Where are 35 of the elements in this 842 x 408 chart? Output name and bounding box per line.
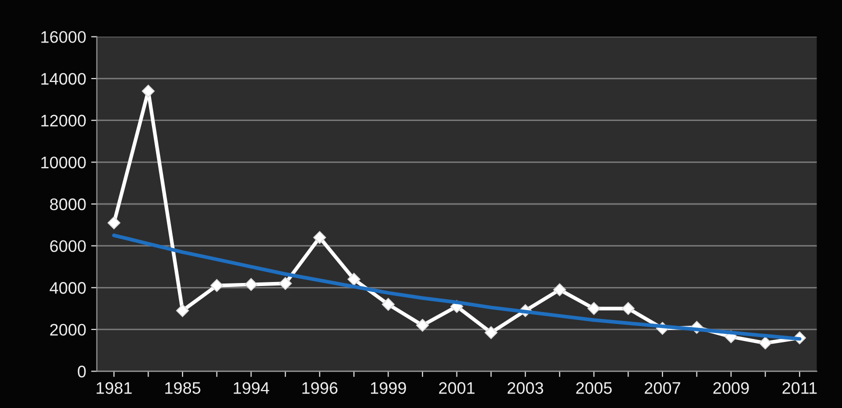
- point: [348, 272, 360, 286]
- point: [588, 302, 600, 315]
- point: [484, 326, 498, 340]
- x-tick-label: 1999: [370, 382, 406, 394]
- point: [553, 283, 566, 296]
- y-tick-label: 14000: [41, 72, 86, 85]
- y-tick-label: 0: [78, 366, 86, 378]
- y-tick-label: 16000: [41, 31, 86, 43]
- point: [278, 277, 292, 290]
- y-tick-label: 2000: [50, 324, 86, 336]
- y-tick-label: 12000: [41, 114, 86, 127]
- x-tick-label: 2005: [576, 382, 612, 394]
- point: [176, 304, 189, 318]
- x-tick-label: 1981: [96, 382, 132, 394]
- x-tick-label: 2001: [439, 382, 475, 394]
- point: [416, 318, 429, 332]
- y-tick-label: 8000: [50, 198, 86, 210]
- x-tick-label: 2009: [713, 382, 749, 394]
- x-tick-label: 2011: [782, 382, 817, 394]
- point: [313, 231, 326, 244]
- point: [622, 302, 635, 315]
- y-tick-label: 10000: [41, 156, 86, 168]
- x-tick-label: 2007: [644, 382, 680, 394]
- point: [210, 279, 224, 292]
- point: [244, 278, 258, 291]
- x-tick-label: 1985: [165, 382, 200, 394]
- y-tick-label: 4000: [50, 282, 86, 294]
- point: [142, 84, 155, 98]
- x-tick-label: 1996: [302, 382, 338, 394]
- y-tick-label: 6000: [50, 240, 86, 252]
- point: [382, 298, 395, 311]
- point: [758, 336, 772, 350]
- point: [108, 216, 120, 230]
- x-tick-label: 2003: [508, 382, 544, 394]
- x-tick-label: 1994: [234, 382, 270, 394]
